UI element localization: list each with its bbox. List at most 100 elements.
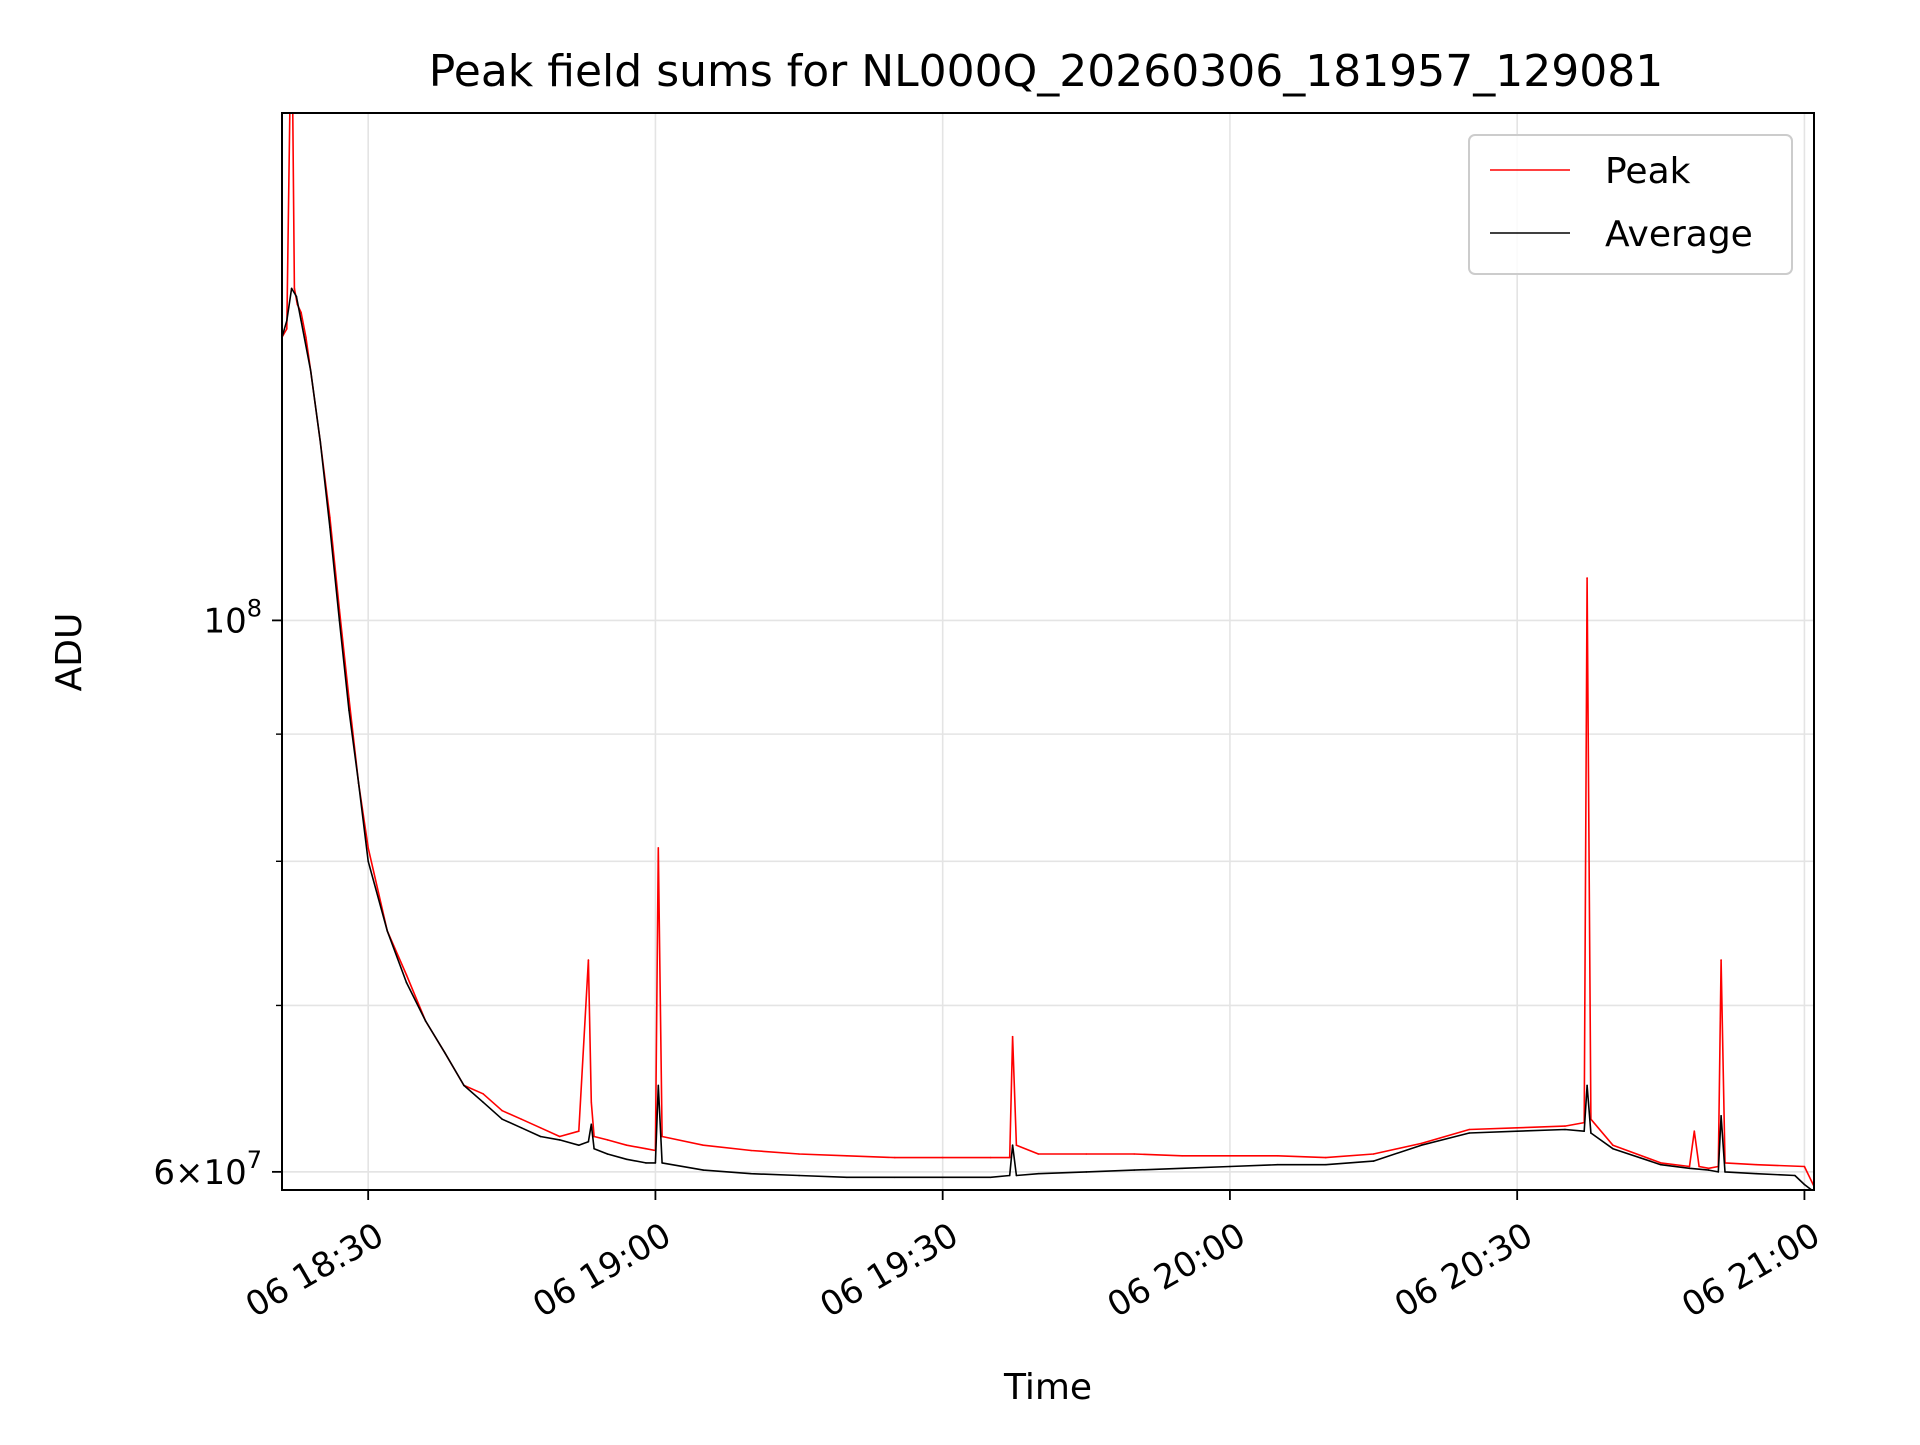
data-point-average xyxy=(578,1144,580,1146)
data-point-peak xyxy=(1181,1155,1183,1157)
data-point-peak xyxy=(482,1093,484,1095)
data-point-peak xyxy=(1468,1128,1471,1131)
data-point-peak xyxy=(894,1156,896,1159)
y-tick-label: 6×107 xyxy=(153,1146,262,1193)
data-point-average xyxy=(593,1147,595,1150)
data-point-peak xyxy=(1660,1162,1662,1164)
data-point-average xyxy=(286,319,288,322)
data-point-average xyxy=(1590,1132,1592,1134)
data-point-average xyxy=(295,295,298,298)
data-point-average xyxy=(702,1169,705,1171)
data-point-average xyxy=(750,1172,752,1175)
data-point-peak xyxy=(657,847,660,849)
data-point-peak xyxy=(750,1149,752,1152)
y-tick-label-exponent: 8 xyxy=(247,594,262,622)
data-point-peak xyxy=(1229,1155,1231,1157)
data-point-average xyxy=(367,860,370,863)
data-point-peak xyxy=(846,1155,848,1157)
data-point-average xyxy=(1085,1171,1088,1173)
data-point-average xyxy=(290,287,293,290)
data-point-peak xyxy=(1133,1153,1135,1155)
chart-title: Peak field sums for NL000Q_20260306_1819… xyxy=(429,46,1663,97)
legend-label-average: Average xyxy=(1605,214,1753,255)
data-point-peak xyxy=(989,1156,992,1159)
data-point-average xyxy=(1420,1144,1423,1146)
data-point-average xyxy=(1755,1172,1758,1175)
data-point-peak xyxy=(625,1144,628,1146)
plot-area xyxy=(282,113,1814,1190)
data-point-peak xyxy=(606,1139,609,1141)
data-point-peak xyxy=(501,1109,504,1112)
data-point-peak xyxy=(1698,1165,1700,1168)
data-point-peak xyxy=(558,1135,561,1138)
data-point-average xyxy=(319,440,322,443)
data-point-average xyxy=(309,370,312,372)
data-point-average xyxy=(645,1162,647,1164)
axes-frame xyxy=(281,112,1815,1191)
data-point-average xyxy=(625,1158,628,1161)
data-point-average xyxy=(1324,1163,1327,1166)
data-point-peak xyxy=(1420,1142,1423,1145)
data-point-average xyxy=(357,782,360,784)
data-point-average xyxy=(1612,1147,1614,1150)
data-point-average xyxy=(1181,1167,1183,1170)
data-point-average xyxy=(329,526,331,529)
data-point-peak xyxy=(520,1118,523,1120)
data-point-average xyxy=(501,1118,504,1120)
data-point-average xyxy=(798,1174,800,1177)
data-point-peak xyxy=(1037,1153,1040,1155)
data-point-peak xyxy=(539,1127,542,1129)
y-tick-label-exponent: 7 xyxy=(247,1146,262,1174)
data-point-peak xyxy=(590,1101,593,1103)
data-point-average xyxy=(558,1139,561,1141)
data-point-peak xyxy=(305,336,307,339)
data-point-average xyxy=(300,319,302,322)
data-point-average xyxy=(482,1101,484,1103)
data-point-peak xyxy=(1688,1165,1691,1168)
data-point-average xyxy=(941,1176,944,1179)
data-point-peak xyxy=(1015,1144,1018,1146)
data-point-average xyxy=(587,1140,590,1143)
data-point-average xyxy=(539,1135,542,1138)
data-point-average xyxy=(348,709,350,712)
data-point-average xyxy=(1015,1174,1018,1177)
data-point-average xyxy=(606,1153,609,1155)
data-point-peak xyxy=(1372,1153,1375,1155)
data-point-peak xyxy=(300,311,302,314)
data-point-average xyxy=(1277,1163,1279,1166)
data-point-average xyxy=(405,981,408,984)
data-point-average xyxy=(1583,1130,1585,1132)
data-point-peak xyxy=(587,959,590,961)
data-point-average xyxy=(1564,1128,1566,1131)
data-point-peak xyxy=(348,697,350,700)
data-point-peak xyxy=(1277,1155,1279,1157)
data-point-average xyxy=(1660,1163,1662,1166)
data-point-average xyxy=(1803,1183,1806,1186)
data-point-average xyxy=(1008,1174,1011,1177)
data-point-average xyxy=(1717,1171,1720,1173)
data-point-average xyxy=(1586,1084,1588,1087)
data-point-peak xyxy=(405,974,408,976)
y-tick-label-base: 6×10 xyxy=(153,1153,246,1193)
data-point-average xyxy=(386,930,389,932)
y-tick-label-base: 10 xyxy=(203,601,246,641)
data-point-peak xyxy=(286,328,288,330)
data-point-peak xyxy=(1693,1130,1696,1132)
data-point-average xyxy=(338,619,341,622)
data-point-peak xyxy=(1755,1163,1758,1166)
data-point-average xyxy=(894,1176,896,1179)
data-point-peak xyxy=(1516,1127,1518,1129)
legend: Peak Average xyxy=(1468,134,1793,275)
data-point-peak xyxy=(1720,959,1722,961)
data-point-peak xyxy=(293,287,296,290)
data-point-average xyxy=(1707,1169,1710,1171)
data-point-peak xyxy=(367,847,370,849)
data-point-peak xyxy=(1586,577,1588,579)
data-point-average xyxy=(1794,1174,1796,1177)
data-point-average xyxy=(1133,1169,1135,1171)
y-axis-ticks: 6×107 108 xyxy=(153,594,282,1193)
y-axis-label: ADU xyxy=(49,613,90,692)
data-point-average xyxy=(657,1084,660,1087)
data-point-average xyxy=(1516,1130,1518,1132)
